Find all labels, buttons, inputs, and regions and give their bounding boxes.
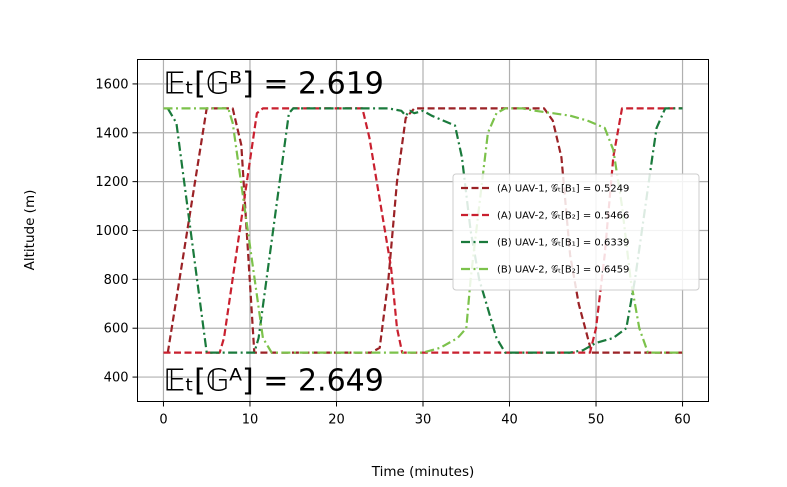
- y-tick-label: 600: [104, 322, 129, 337]
- x-tick-label: 30: [415, 413, 432, 428]
- legend-box: [452, 173, 700, 291]
- y-tick-label: 400: [104, 371, 129, 386]
- y-tick-label: 1000: [95, 224, 128, 239]
- y-axis-label: Altitude (m): [22, 190, 38, 271]
- annotations: 𝔼ₜ[𝔾ᴮ] = 2.619 𝔼ₜ[𝔾ᴬ] = 2.649: [163, 66, 383, 398]
- legend-label-2: (A) UAV-2, 𝒢ₜ[B₂] = 0.5466: [497, 211, 629, 222]
- annotation-2: 𝔼ₜ[𝔾ᴬ] = 2.649: [163, 363, 383, 398]
- legend-label-1: (A) UAV-1, 𝒢ₜ[B₁] = 0.5249: [497, 184, 629, 195]
- x-tick-label: 50: [588, 413, 605, 428]
- legend: (A) UAV-1, 𝒢ₜ[B₁] = 0.5249 (A) UAV-2, 𝒢ₜ[…: [452, 173, 700, 291]
- y-tick-label: 800: [104, 273, 129, 288]
- legend-label-4: (B) UAV-2, 𝒢ₜ[B₂] = 0.6459: [497, 265, 629, 276]
- x-axis-label: Time (minutes): [371, 464, 475, 480]
- y-tick-label: 1400: [95, 126, 128, 141]
- x-tick-label: 60: [674, 413, 691, 428]
- y-tick-label: 1200: [95, 175, 128, 190]
- axis-ticks: 0 10 20 30 40 50 60 400 600 800 1000 1200 1400 1600: [95, 77, 690, 427]
- x-tick-label: 0: [159, 413, 167, 428]
- x-tick-label: 10: [242, 413, 259, 428]
- annotation-1: 𝔼ₜ[𝔾ᴮ] = 2.619: [163, 66, 383, 101]
- x-tick-label: 40: [501, 413, 518, 428]
- y-tick-label: 1600: [95, 77, 128, 92]
- legend-label-3: (B) UAV-1, 𝒢ₜ[B₁] = 0.6339: [497, 238, 629, 249]
- x-tick-label: 20: [328, 413, 345, 428]
- series-line-3: [166, 107, 683, 354]
